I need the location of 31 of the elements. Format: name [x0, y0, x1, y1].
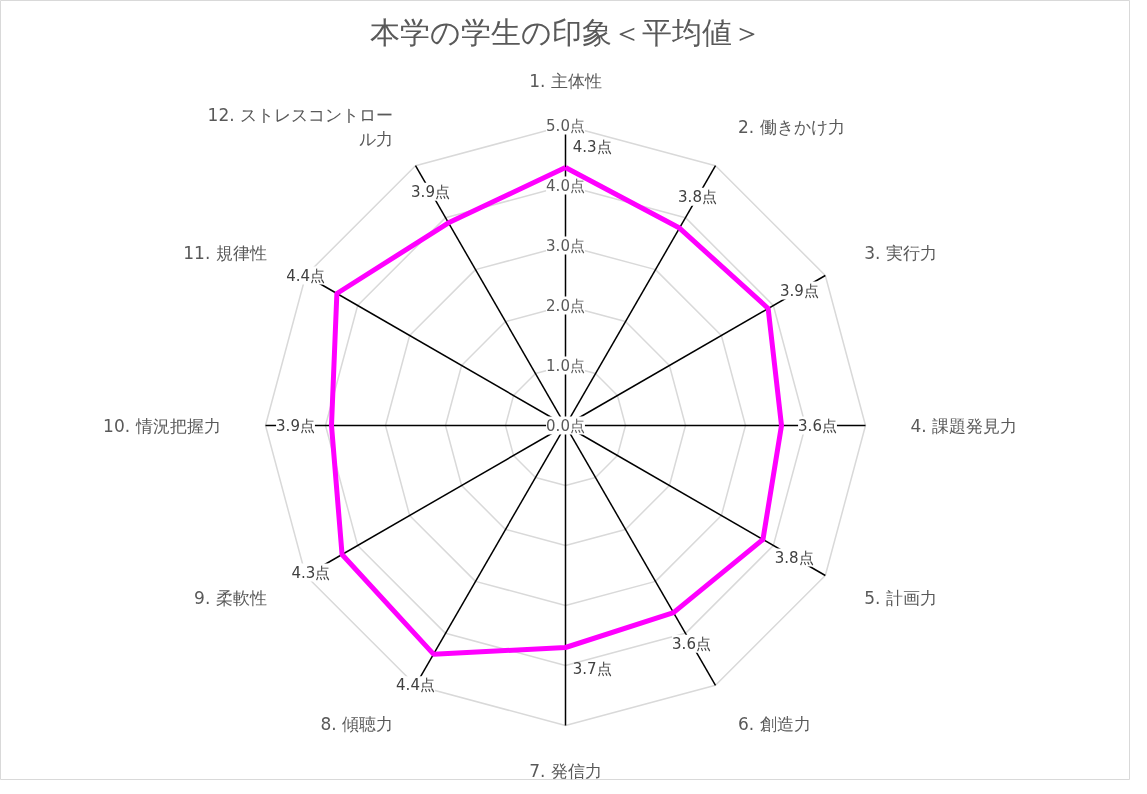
spoke-label: 9. 柔軟性 [194, 588, 267, 608]
spoke-label: 1. 主体性 [529, 70, 602, 91]
data-label: 3.9点 [276, 416, 315, 435]
spoke-label: 10. 情況把握力 [103, 415, 221, 436]
chart-title: 本学の学生の印象＜平均値＞ [369, 15, 762, 50]
y-tick-label: 3.0点 [546, 236, 585, 255]
data-label: 3.7点 [572, 659, 612, 678]
y-tick-label: 4.0点 [546, 176, 585, 195]
data-label: 4.3点 [572, 137, 612, 156]
data-label: 3.9点 [779, 281, 819, 300]
data-label: 4.3点 [291, 563, 331, 582]
y-tick-label: 2.0点 [546, 296, 585, 315]
y-tick-label: 0.0点 [546, 416, 585, 435]
spoke-label: 2. 働きかけ力 [738, 116, 845, 137]
spoke-label: 8. 傾聴力 [320, 714, 393, 735]
data-label: 3.6点 [798, 416, 837, 435]
spoke-label: 4. 課題発見力 [910, 415, 1018, 436]
spoke-label: 6. 創造力 [738, 714, 811, 735]
y-tick-label: 5.0点 [546, 116, 585, 135]
data-label: 3.8点 [774, 548, 814, 567]
spoke-label: 12. ストレスコントロール力 [207, 104, 394, 149]
data-label: 3.6点 [672, 634, 711, 653]
data-label: 4.4点 [286, 266, 326, 285]
data-label: 3.8点 [678, 187, 717, 206]
data-label: 3.9点 [411, 182, 450, 201]
spoke-label: 11. 規律性 [183, 243, 267, 263]
spoke-label: 3. 実行力 [864, 243, 937, 263]
spoke-label: 5. 計画力 [864, 588, 937, 608]
spoke-label: 7. 発信力 [529, 760, 602, 781]
data-label: 4.4点 [396, 676, 435, 695]
y-tick-label: 1.0点 [546, 356, 585, 375]
